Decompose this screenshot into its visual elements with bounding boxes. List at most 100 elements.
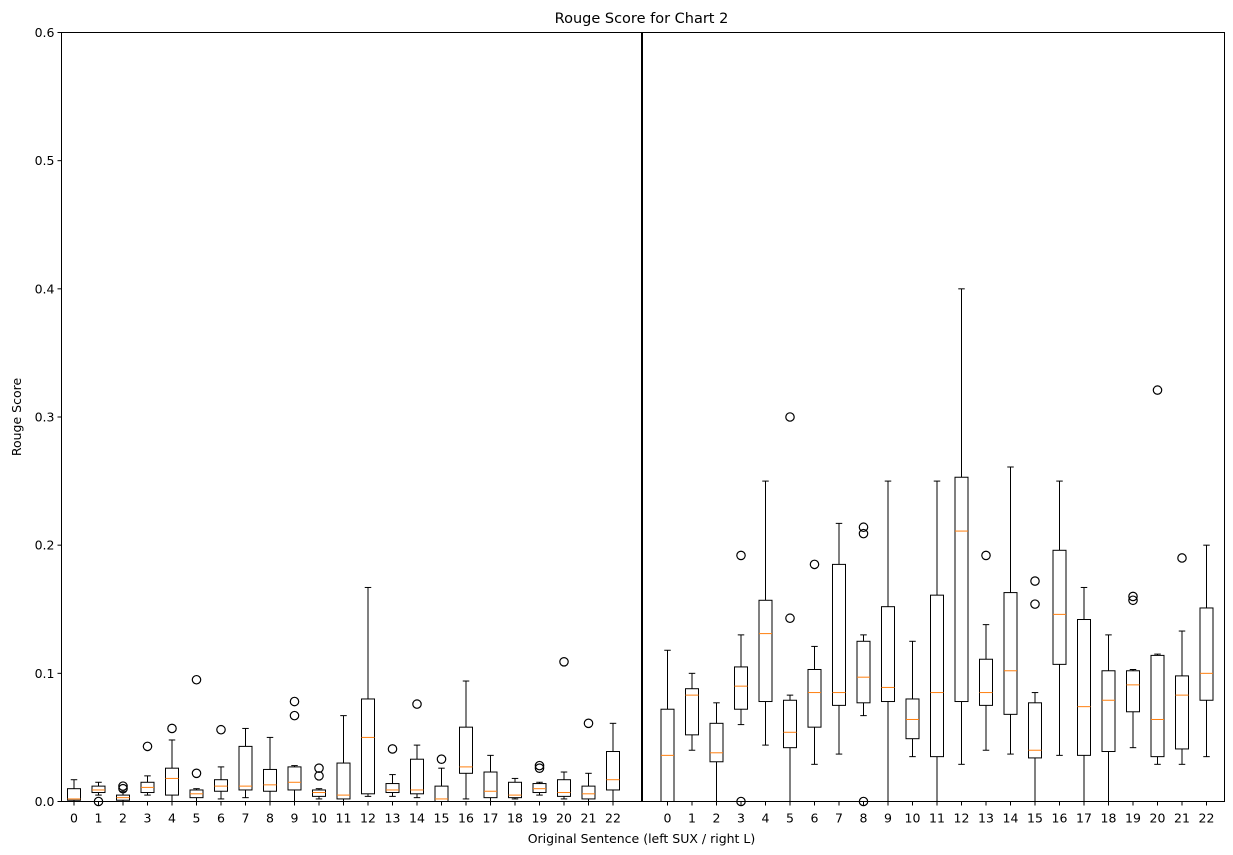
x-tick-label: 17	[1076, 811, 1092, 826]
outlier-point	[858, 528, 869, 539]
outlier-point	[387, 744, 398, 754]
box	[1150, 654, 1165, 758]
x-tick-label: 14	[409, 811, 425, 826]
x-tick-label: 13	[978, 811, 994, 826]
box	[312, 789, 326, 797]
plot-frame	[61, 32, 1225, 802]
x-tick-label: 6	[811, 811, 819, 826]
y-tick-label: 0.3	[35, 410, 55, 425]
x-tick-label: 9	[884, 811, 892, 826]
x-tick-label: 9	[291, 811, 299, 826]
outlier-point	[981, 550, 991, 561]
x-tick-label: 1	[95, 811, 103, 826]
outlier-point	[583, 718, 594, 729]
x-tick-label: 1	[688, 811, 696, 826]
y-tick-label: 0.1	[35, 666, 55, 681]
box	[483, 771, 498, 799]
outlier-point	[412, 699, 422, 709]
box	[856, 640, 871, 704]
box	[67, 788, 81, 801]
box	[165, 767, 179, 796]
outlier-point	[142, 741, 153, 752]
outlier-point	[1030, 576, 1040, 586]
x-tick-label: 22	[1199, 811, 1215, 826]
chart-title: Rouge Score for Chart 2	[555, 11, 729, 27]
box	[459, 726, 473, 774]
x-tick-label: 18	[1101, 811, 1117, 826]
outlier-point	[314, 763, 324, 773]
outlier-point	[809, 559, 820, 570]
box	[930, 594, 944, 758]
x-tick-label: 19	[1125, 811, 1141, 826]
outlier-point	[1128, 595, 1138, 606]
box	[361, 698, 375, 795]
x-tick-label: 8	[860, 811, 868, 826]
x-tick-label: 20	[556, 811, 572, 826]
box	[709, 722, 724, 763]
outlier-point	[858, 522, 869, 533]
x-tick-label: 17	[483, 811, 499, 826]
x-tick-label: 21	[581, 811, 597, 826]
outlier-point	[216, 724, 226, 735]
y-tick-label: 0.6	[35, 25, 55, 40]
outlier-point	[534, 760, 545, 771]
box	[1175, 675, 1189, 750]
box	[734, 666, 748, 710]
x-tick-label: 4	[762, 811, 770, 826]
y-tick-label: 0.5	[35, 153, 55, 168]
x-tick-label: 19	[532, 811, 548, 826]
box	[91, 785, 106, 794]
x-tick-label: 3	[144, 811, 152, 826]
x-tick-label: 0	[664, 811, 672, 826]
x-tick-label: 12	[360, 811, 376, 826]
box	[905, 698, 920, 740]
outlier-point	[289, 710, 300, 721]
box	[508, 781, 522, 799]
box	[1052, 549, 1067, 665]
outlier-point	[118, 781, 128, 791]
box	[385, 783, 400, 794]
box	[557, 779, 571, 797]
outlier-point	[736, 550, 746, 561]
x-tick-label: 10	[905, 811, 921, 826]
box	[287, 766, 302, 791]
box	[1003, 592, 1018, 715]
outlier-point	[118, 783, 128, 794]
box	[1028, 702, 1042, 759]
x-tick-label: 11	[929, 811, 945, 826]
outlier-point	[191, 768, 202, 779]
x-tick-label: 18	[507, 811, 523, 826]
x-tick-label: 6	[217, 811, 225, 826]
outlier-point	[436, 754, 447, 765]
box	[1126, 670, 1140, 713]
box	[214, 779, 228, 792]
box	[954, 476, 969, 703]
box	[1101, 670, 1116, 753]
outlier-point	[167, 723, 177, 734]
box	[581, 785, 596, 800]
x-tick-label: 5	[193, 811, 201, 826]
y-axis-label: Rouge Score	[9, 378, 24, 457]
outlier-point	[559, 656, 569, 667]
outlier-point	[1152, 385, 1163, 395]
box	[881, 606, 895, 703]
box	[758, 599, 773, 703]
box	[532, 783, 547, 794]
x-tick-label: 0	[70, 811, 78, 826]
box	[832, 563, 846, 706]
x-tick-label: 15	[1027, 811, 1043, 826]
box	[979, 658, 993, 706]
box	[606, 751, 620, 791]
x-tick-label: 10	[311, 811, 327, 826]
outlier-point	[785, 412, 795, 422]
x-tick-label: 21	[1174, 811, 1190, 826]
outlier-point	[289, 696, 300, 707]
y-tick-label: 0.2	[35, 538, 55, 553]
box	[410, 758, 424, 795]
x-tick-label: 16	[1052, 811, 1068, 826]
box	[238, 745, 253, 791]
x-tick-label: 12	[954, 811, 970, 826]
outlier-point	[314, 771, 324, 781]
box	[807, 668, 822, 728]
